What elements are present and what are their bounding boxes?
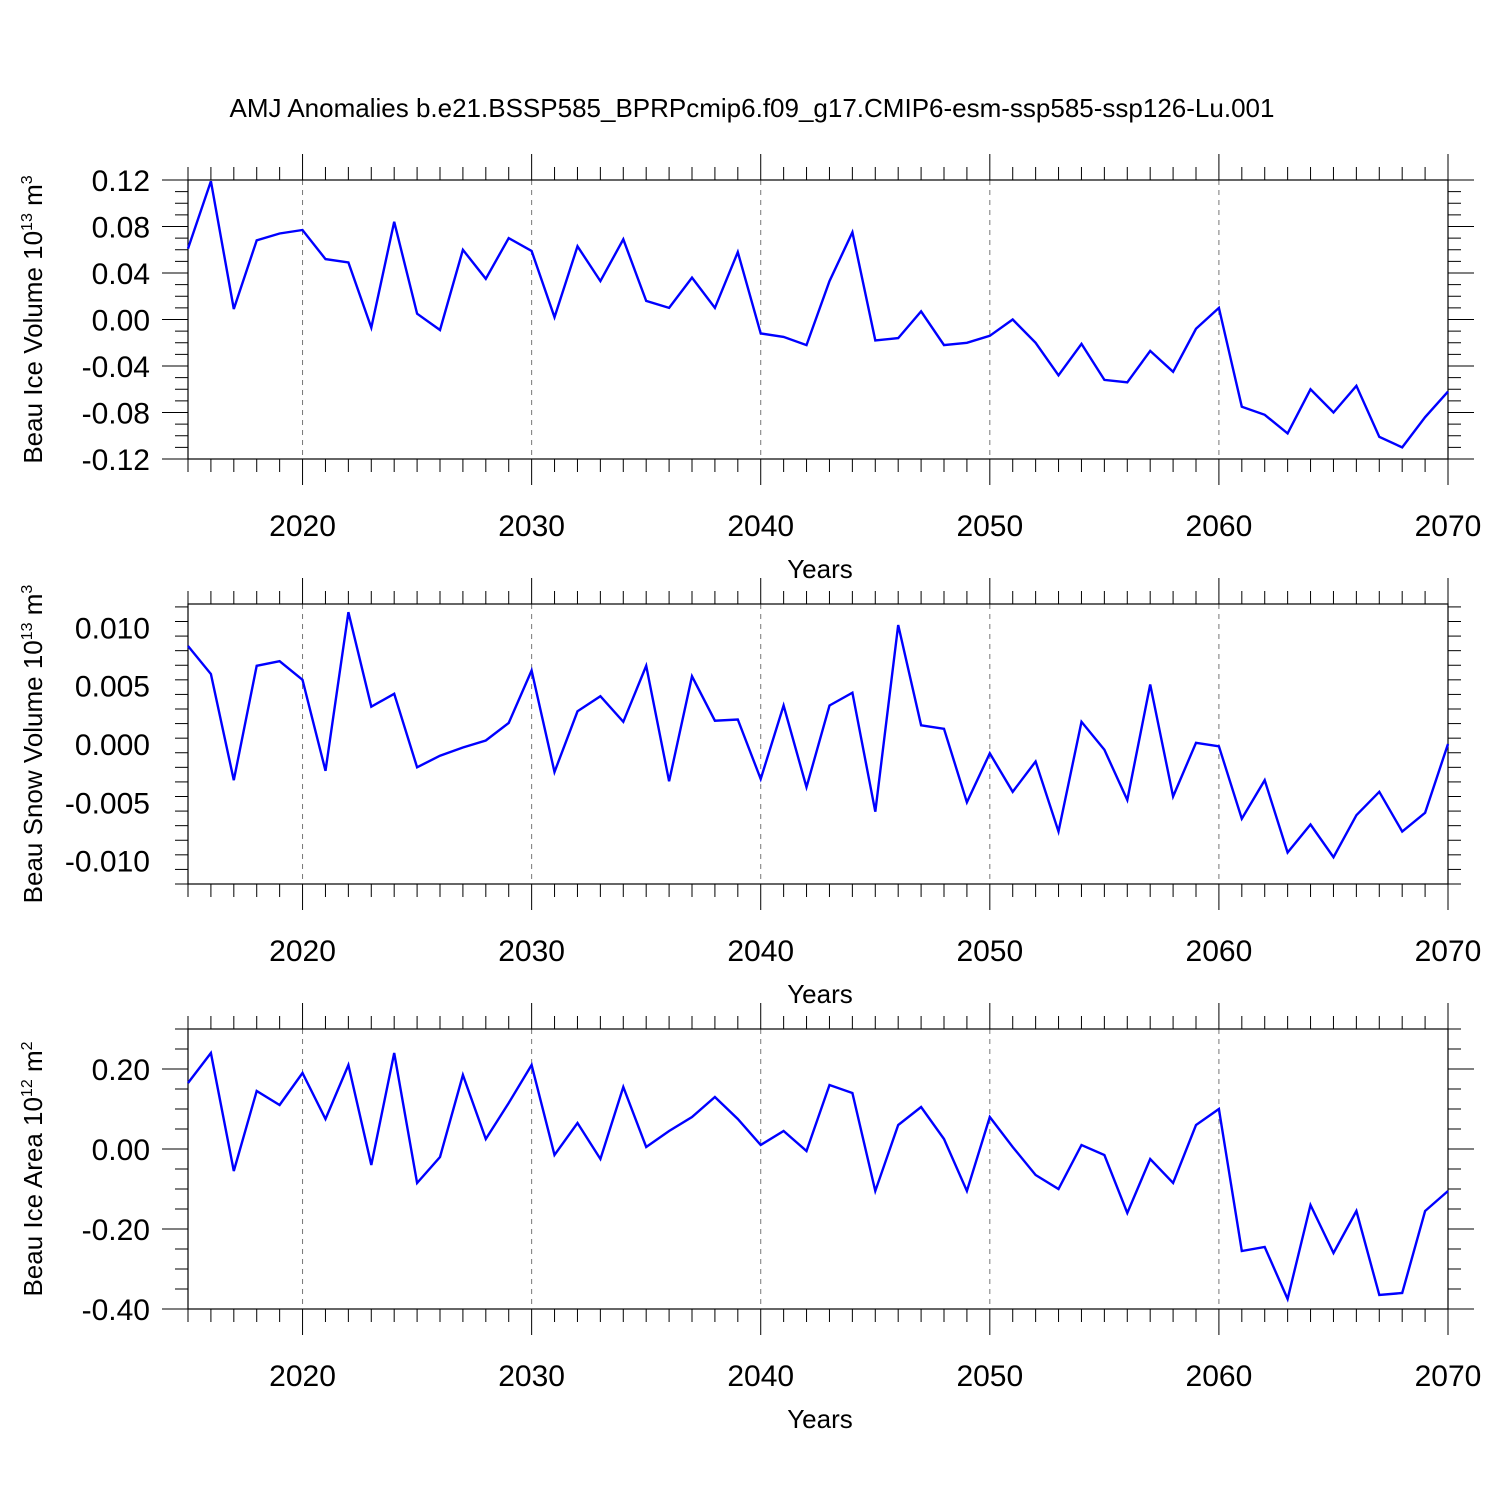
x-tick-label: 2060: [1186, 935, 1253, 968]
x-tick-label: 2030: [498, 935, 565, 968]
y-axis-title-text: Beau Ice Volume 10: [18, 231, 48, 464]
y-tick-label: 0.04: [92, 258, 150, 291]
y-axis-title-unit-exponent: 3: [19, 585, 36, 594]
chart-panels: -0.12 -0.08 -0.04 0.00 0.04 0.08 0.12 2020 2030 2…: [18, 154, 1481, 1434]
x-tick-label: 2020: [269, 935, 336, 968]
x-tick-label: 2050: [956, 935, 1023, 968]
x-tick-label: 2070: [1415, 510, 1482, 543]
panel-1: -0.12 -0.08 -0.04 0.00 0.04 0.08 0.12 2020 2030 2…: [18, 154, 1481, 584]
y-axis-title-text: Beau Ice Area 10: [18, 1097, 48, 1296]
y-tick-label: -0.12: [82, 444, 150, 477]
chart-title: AMJ Anomalies b.e21.BSSP585_BPRPcmip6.f0…: [230, 93, 1275, 123]
x-tick-label: 2040: [727, 510, 794, 543]
x-tick-label: 2040: [727, 1360, 794, 1393]
y-axis-title: Beau Ice Area 1012 m2: [18, 1041, 48, 1296]
y-axis-title-exponent: 13: [19, 622, 36, 640]
y-tick-label: 0.00: [92, 305, 150, 338]
x-axis-title: Years: [787, 554, 853, 584]
x-tick-label: 2030: [498, 1360, 565, 1393]
x-tick-label: 2070: [1415, 1360, 1482, 1393]
y-tick-label: 0.12: [92, 165, 150, 198]
x-tick-label: 2050: [956, 1360, 1023, 1393]
y-axis-title-unit: m: [18, 1050, 48, 1079]
x-tick-label: 2050: [956, 510, 1023, 543]
x-tick-label: 2030: [498, 510, 565, 543]
x-tick-label: 2040: [727, 935, 794, 968]
y-axis-title-unit-exponent: 3: [19, 175, 36, 184]
y-tick-label: -0.08: [82, 398, 150, 431]
x-tick-label: 2020: [269, 510, 336, 543]
y-tick-label: 0.00: [92, 1134, 150, 1167]
y-tick-label: 0.000: [75, 729, 150, 762]
y-tick-label: -0.005: [65, 787, 150, 820]
x-tick-label: 2060: [1186, 1360, 1253, 1393]
x-axis-title: Years: [787, 979, 853, 1009]
y-tick-label: -0.010: [65, 846, 150, 879]
y-tick-label: 0.010: [75, 612, 150, 645]
y-tick-label: 0.08: [92, 212, 150, 245]
series-line: [186, 180, 1449, 449]
x-tick-label: 2060: [1186, 510, 1253, 543]
x-tick-label: 2070: [1415, 935, 1482, 968]
plot-frame: [187, 179, 1449, 460]
y-axis-title-text: Beau Snow Volume 10: [18, 640, 48, 903]
y-axis-title-unit: m: [18, 594, 48, 623]
series-line: [187, 1050, 1449, 1303]
y-axis-title-unit-exponent: 2: [19, 1041, 36, 1050]
y-tick-label: 0.20: [92, 1054, 150, 1087]
panel-2: -0.010 -0.005 0.000 0.005 0.010 2020 2030 2040 2…: [18, 578, 1481, 1009]
y-tick-label: -0.20: [82, 1214, 150, 1247]
x-tick-label: 2020: [269, 1360, 336, 1393]
y-tick-label: 0.005: [75, 671, 150, 704]
series-line: [187, 611, 1450, 860]
y-axis-title: Beau Snow Volume 1013 m3: [18, 585, 48, 904]
y-axis-title: Beau Ice Volume 1013 m3: [18, 175, 48, 463]
y-axis-title-exponent: 13: [19, 213, 36, 231]
y-axis-title-unit: m: [18, 184, 48, 213]
y-tick-label: -0.04: [82, 351, 150, 384]
y-tick-label: -0.40: [82, 1294, 150, 1327]
panel-3: -0.40 -0.20 0.00 0.20 2020 2030 2040 2050 2060 20…: [18, 1003, 1481, 1434]
plot-frame: [187, 1028, 1449, 1310]
x-axis-title: Years: [787, 1404, 853, 1434]
y-axis-title-exponent: 12: [19, 1079, 36, 1097]
